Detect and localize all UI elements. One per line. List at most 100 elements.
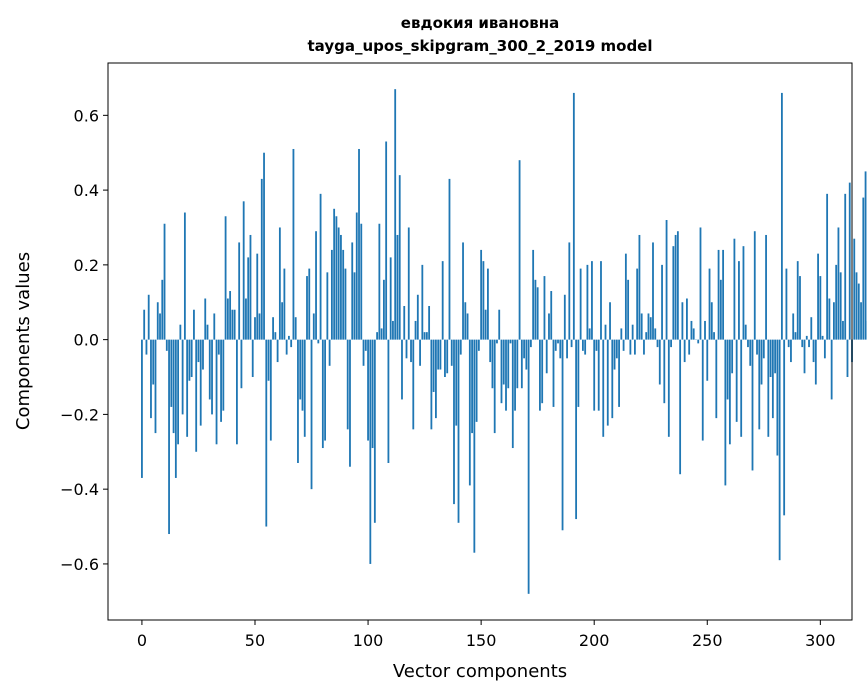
bar-320 [865,171,867,339]
bar-244 [693,328,695,339]
bar-5 [152,340,154,385]
bar-280 [774,340,776,374]
bar-183 [555,340,557,351]
bar-135 [446,340,448,374]
bar-52 [259,313,261,339]
bar-199 [591,261,593,340]
bar-30 [209,340,211,400]
bar-89 [342,250,344,340]
bar-215 [627,280,629,340]
bar-118 [408,227,410,339]
bar-63 [283,269,285,340]
bar-229 [659,340,661,385]
bar-221 [641,313,643,339]
bar-66 [290,340,292,347]
bar-70 [299,340,301,400]
bar-256 [720,280,722,340]
bar-150 [480,250,482,340]
bar-286 [788,340,790,347]
bar-119 [410,340,412,362]
bar-77 [315,231,317,339]
bar-297 [813,340,815,362]
x-tick-label: 250 [692,631,723,650]
bar-127 [428,306,430,340]
bar-158 [498,310,500,340]
bar-44 [241,340,243,389]
bar-67 [293,149,295,340]
bar-147 [473,340,475,553]
bar-144 [467,313,469,339]
bar-163 [510,340,512,344]
bar-113 [397,235,399,340]
bar-309 [840,272,842,339]
bar-185 [559,340,561,359]
bar-14 [173,340,175,433]
bar-196 [584,340,586,355]
bar-87 [338,227,340,339]
bar-179 [546,340,548,374]
bar-125 [424,332,426,339]
bar-201 [596,340,598,351]
bar-200 [593,340,595,411]
bar-168 [521,340,523,389]
bar-92 [349,340,351,467]
bar-18 [182,340,184,415]
bar-123 [419,340,421,366]
bar-25 [198,340,200,362]
bar-288 [792,313,794,339]
x-tick-label: 150 [466,631,497,650]
bar-45 [243,201,245,339]
bar-192 [575,340,577,519]
bar-108 [385,142,387,340]
bar-7 [157,302,159,339]
bar-236 [675,235,677,340]
bar-225 [650,317,652,339]
bar-152 [485,310,487,340]
bar-271 [754,231,756,339]
bar-203 [600,261,602,340]
bar-216 [629,340,631,355]
bar-197 [587,265,589,340]
bar-212 [620,328,622,339]
bar-289 [795,332,797,339]
bar-47 [247,257,249,339]
bar-4 [150,340,152,419]
bar-205 [605,325,607,340]
bar-284 [783,340,785,516]
bar-34 [218,340,220,355]
bar-120 [412,340,414,430]
chart-title-line2: tayga_upos_skipgram_300_2_2019 model [308,37,653,55]
bar-249 [704,321,706,340]
chart-title-line1: евдокия ивановна [401,14,559,32]
y-tick-label: −0.6 [60,555,99,574]
bar-172 [530,340,532,347]
bar-105 [378,224,380,340]
bar-142 [462,242,464,339]
y-axis-ticks: −0.6−0.4−0.20.00.20.40.6 [60,106,108,574]
bar-129 [433,340,435,392]
bar-187 [564,295,566,340]
bar-38 [227,299,229,340]
bar-91 [347,340,349,430]
bar-56 [268,340,270,381]
bar-99 [365,340,367,351]
bar-145 [469,340,471,486]
bar-243 [691,321,693,340]
bar-162 [507,340,509,389]
bar-251 [709,269,711,340]
bar-265 [740,340,742,437]
bar-130 [435,340,437,419]
bar-166 [516,340,518,389]
bar-132 [440,340,442,370]
bar-295 [808,340,810,347]
bar-308 [838,227,840,339]
bar-311 [844,194,846,340]
bar-51 [256,254,258,340]
bar-74 [308,269,310,340]
bar-283 [781,93,783,340]
bar-274 [761,340,763,385]
bar-227 [654,328,656,339]
bar-266 [743,246,745,339]
bar-117 [406,340,408,359]
bar-112 [394,89,396,339]
